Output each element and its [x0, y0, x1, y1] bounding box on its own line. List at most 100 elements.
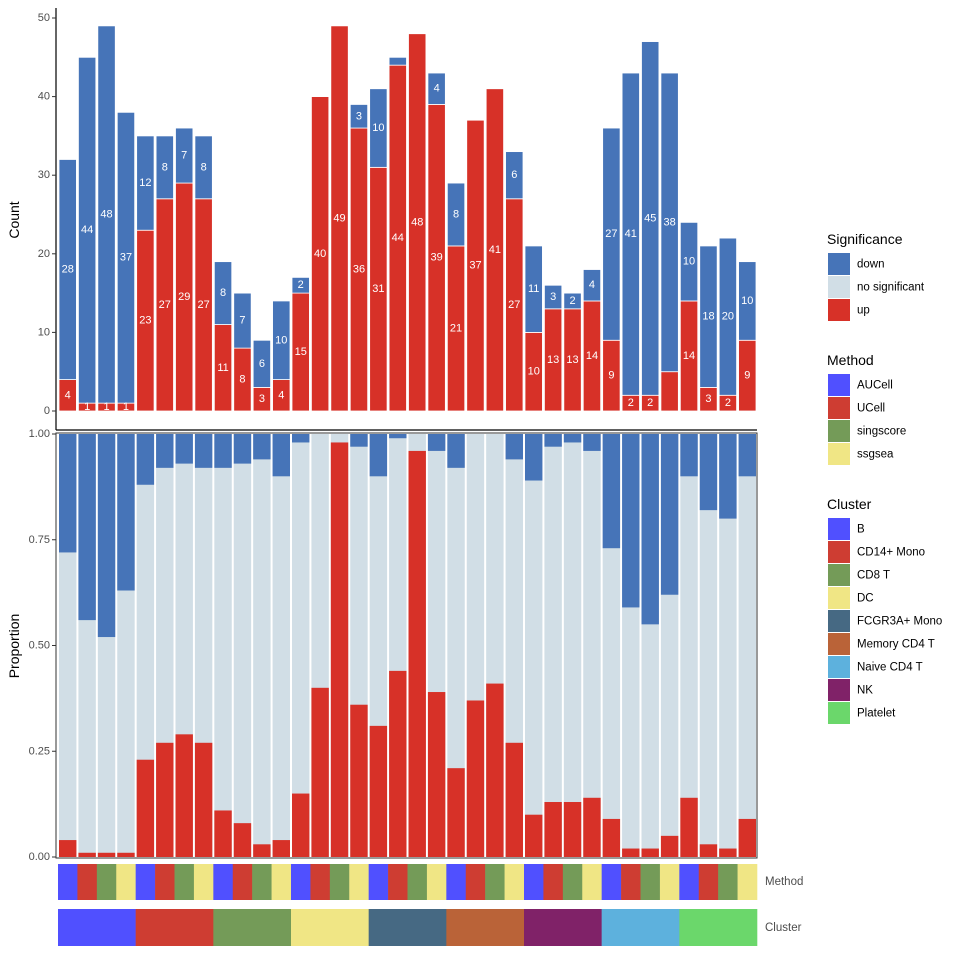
- count-bar-down: [78, 56, 97, 404]
- method-cell: [718, 864, 738, 900]
- count-y-tick-label: 50: [38, 12, 50, 24]
- proportion-bar-down: [602, 434, 621, 549]
- legend-label: down: [857, 259, 885, 271]
- method-cell: [77, 864, 98, 900]
- count-label-up: 9: [744, 370, 750, 382]
- count-bar-down: [252, 339, 271, 388]
- count-label-down: 7: [181, 150, 187, 162]
- proportion-bar-no-significant: [447, 434, 465, 857]
- count-bar-down: [446, 182, 466, 247]
- count-label-down: 3: [550, 291, 556, 303]
- count-label-up: 2: [725, 397, 731, 409]
- cluster-cell: [524, 909, 602, 946]
- count-label-down: 18: [702, 311, 714, 323]
- count-label-up: 27: [198, 299, 210, 311]
- proportion-bar-down: [738, 434, 756, 477]
- count-label-up: 27: [508, 299, 520, 311]
- cluster-cell: [213, 909, 292, 946]
- proportion-bar-up: [641, 848, 659, 857]
- proportion-y-tick-label: 0.50: [29, 640, 50, 652]
- count-bar-down: [427, 72, 446, 105]
- proportion-bar-up: [233, 823, 252, 857]
- count-label-down: 10: [683, 256, 695, 268]
- count-bar-down: [272, 300, 291, 380]
- cluster-cell: [679, 909, 758, 946]
- proportion-bar-up: [369, 725, 388, 857]
- proportion-bar-up: [330, 442, 349, 857]
- count-bar-up: [485, 88, 504, 412]
- proportion-bar-no-significant: [292, 434, 310, 857]
- proportion-bar-up: [78, 852, 96, 857]
- legend-title: Method: [827, 352, 874, 368]
- count-label-up: 13: [566, 354, 578, 366]
- count-bar-down: [660, 72, 679, 373]
- proportion-bar-no-significant: [214, 434, 232, 857]
- legend-label: CD8 T: [857, 570, 890, 582]
- count-bar-down: [718, 237, 737, 396]
- count-bar-down: [563, 292, 582, 310]
- count-label-up: 49: [333, 212, 345, 224]
- count-label-up: 14: [586, 350, 598, 362]
- legend-label: Platelet: [857, 708, 896, 720]
- count-label-up: 44: [392, 232, 404, 244]
- legend-swatch: [828, 702, 850, 724]
- proportion-bar-up: [738, 818, 756, 857]
- cluster-strip-label: Cluster: [765, 922, 802, 934]
- proportion-bar-no-significant: [563, 434, 582, 857]
- count-bar-up: [660, 371, 679, 412]
- proportion-bar-down: [136, 434, 155, 485]
- cluster-strip: Cluster: [58, 909, 802, 946]
- proportion-bar-up: [408, 450, 426, 857]
- method-cell: [174, 864, 195, 900]
- count-label-up: 21: [450, 322, 462, 334]
- count-label-up: 3: [259, 393, 265, 405]
- legend-swatch: [828, 276, 850, 298]
- proportion-bar-down: [505, 434, 523, 460]
- count-bar-down: [602, 127, 621, 341]
- legend-significance: Significance down no significant up: [827, 231, 925, 321]
- proportion-bar-up: [214, 810, 232, 857]
- method-cell: [193, 864, 214, 900]
- method-cell: [349, 864, 369, 900]
- proportion-bar-down: [641, 434, 659, 625]
- proportion-bar-no-significant: [544, 434, 562, 857]
- proportion-bar-down: [389, 434, 407, 439]
- proportion-bar-no-significant: [136, 434, 155, 857]
- proportion-bar-up: [156, 742, 174, 857]
- count-bar-down: [233, 292, 252, 349]
- count-bar-up: [330, 25, 349, 412]
- count-bar-down: [621, 72, 640, 396]
- legend-label: FCGR3A+ Mono: [857, 616, 942, 628]
- count-label-down: 8: [201, 161, 207, 173]
- count-label-down: 41: [625, 228, 637, 240]
- count-label-down: 7: [239, 315, 245, 327]
- legend-swatch: [828, 564, 850, 586]
- proportion-bar-up: [622, 848, 640, 857]
- proportion-bar-down: [233, 434, 252, 464]
- count-label-down: 2: [298, 279, 304, 291]
- count-bar-down: [679, 221, 699, 302]
- method-cell: [679, 864, 700, 900]
- legend-swatch: [828, 610, 850, 632]
- proportion-bar-down: [525, 434, 543, 481]
- proportion-bar-down: [97, 434, 116, 638]
- count-label-up: 40: [314, 248, 326, 260]
- proportion-y-tick-label: 0.25: [29, 745, 50, 757]
- method-cell: [135, 864, 156, 900]
- count-label-up: 4: [65, 389, 71, 401]
- count-label-up: 14: [683, 350, 695, 362]
- proportion-bar-up: [719, 848, 737, 857]
- count-label-up: 23: [139, 315, 151, 327]
- legend-label: UCell: [857, 403, 885, 415]
- proportion-bar-down: [350, 434, 368, 447]
- count-bar-down: [582, 269, 602, 302]
- count-label-up: 1: [84, 401, 90, 413]
- count-label-up: 3: [705, 393, 711, 405]
- method-strip-label: Method: [765, 876, 803, 888]
- count-bar-down: [641, 41, 660, 396]
- method-cell: [388, 864, 408, 900]
- proportion-bar-down: [622, 434, 640, 608]
- proportion-bar-no-significant: [233, 434, 252, 857]
- method-cell: [329, 864, 350, 900]
